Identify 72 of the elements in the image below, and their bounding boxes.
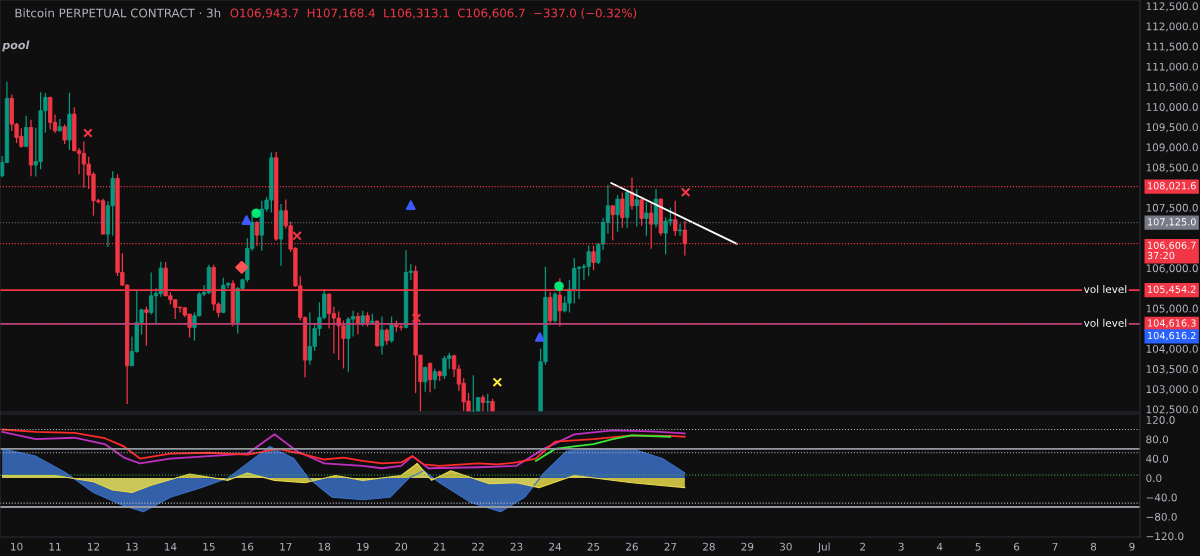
ref-line-label: 108,021.6	[1148, 182, 1196, 191]
x-tick-label: 23	[510, 542, 523, 551]
y-tick-label: 104,000.0	[1146, 344, 1198, 354]
y-tick-label: 112,000.0	[1146, 22, 1198, 32]
x-tick-label: 28	[703, 542, 715, 551]
y-tick-label: −120.0	[1146, 532, 1184, 541]
x-tick-label: 11	[49, 542, 61, 551]
x-tick-label: 15	[203, 542, 215, 551]
y-tick-label: 110,500.0	[1146, 82, 1198, 92]
x-tick-label: 18	[318, 542, 331, 551]
y-tick-label: 103,000.0	[1146, 385, 1198, 395]
candlestick	[48, 96, 53, 131]
y-tick-label: 109,000.0	[1146, 143, 1198, 153]
text: O106,943.7 H107,168.4 L106,313.1 C106,606.7 −337.0 (−0.32%)	[230, 8, 637, 19]
x-tick-label: 12	[88, 542, 100, 551]
x-tick-label: 16	[241, 542, 254, 551]
y-tick-label: 106,000.0	[1146, 264, 1198, 274]
x-tick-label: 6	[1014, 542, 1020, 551]
ref-line-label: 105,454.2	[1148, 285, 1196, 294]
y-tick-label: 80.0	[1146, 435, 1169, 444]
y-tick-label: 111,500.0	[1146, 42, 1198, 52]
x-tick-label: 27	[664, 542, 677, 551]
x-tick-label: 8	[1090, 542, 1097, 551]
y-tick-label: 40.0	[1146, 454, 1169, 463]
x-tick-label: 21	[433, 542, 446, 551]
y-tick-label: −40.0	[1146, 493, 1177, 502]
x-tick-label: 10	[11, 542, 23, 551]
x-tick-label: 20	[395, 542, 408, 551]
x-tick-label: 9	[1129, 542, 1135, 551]
ref-line-label: 104,616.3	[1148, 319, 1196, 328]
x-tick-label: 29	[741, 542, 754, 551]
y-tick-label: 109,500.0	[1146, 123, 1198, 133]
y-tick-label: 0.0	[1146, 474, 1162, 483]
candlestick	[67, 92, 72, 151]
x-tick-label: 14	[164, 542, 177, 551]
x-tick-label: 22	[472, 542, 484, 551]
candlestick	[221, 277, 226, 314]
y-tick-label: 107,500.0	[1146, 203, 1198, 213]
ref-line-label: 104,616.2	[1148, 331, 1196, 341]
x-tick-label: Jul	[817, 542, 830, 553]
y-tick-label: 102,500.0	[1146, 405, 1198, 415]
x-tick-label: 5	[975, 542, 981, 551]
candlestick	[432, 368, 437, 390]
candlestick	[423, 365, 428, 393]
x-tick-label: 30	[779, 542, 792, 551]
x-tick-label: 7	[1052, 542, 1058, 551]
x-tick-label: 13	[126, 542, 138, 551]
annotation: vol level	[1083, 318, 1127, 327]
y-tick-label: 111,000.0	[1146, 62, 1198, 72]
x-tick-label: 4	[936, 542, 943, 551]
y-tick-label: 120.0	[1146, 416, 1175, 424]
ref-line-label: 107,125.0	[1148, 218, 1196, 227]
y-tick-label: −80.0	[1146, 512, 1177, 521]
y-tick-label: 110,000.0	[1146, 103, 1198, 112]
x-tick-label: 24	[549, 542, 562, 551]
x-tick-label: 3	[898, 542, 904, 551]
y-tick-label: 108,500.0	[1146, 163, 1198, 173]
candlestick	[62, 123, 67, 145]
annotation: pool	[2, 40, 30, 52]
x-tick-label: 26	[626, 542, 638, 551]
x-tick-label: 2	[860, 542, 866, 551]
ref-line-label: 106,606.7 37:20	[1147, 241, 1196, 260]
y-tick-label: 103,500.0	[1146, 365, 1198, 375]
x-tick-label: 25	[587, 542, 600, 551]
candlestick	[24, 115, 29, 148]
x-tick-label: 17	[280, 542, 292, 551]
text: Bitcoin PERPETUAL CONTRACT · 3h	[15, 8, 221, 18]
candlestick	[144, 305, 149, 347]
y-tick-label: 105,000.0	[1146, 304, 1198, 314]
y-tick-label: 112,500.0	[1146, 2, 1198, 12]
annotation: vol level	[1083, 285, 1127, 294]
x-tick-label: 19	[357, 542, 369, 551]
